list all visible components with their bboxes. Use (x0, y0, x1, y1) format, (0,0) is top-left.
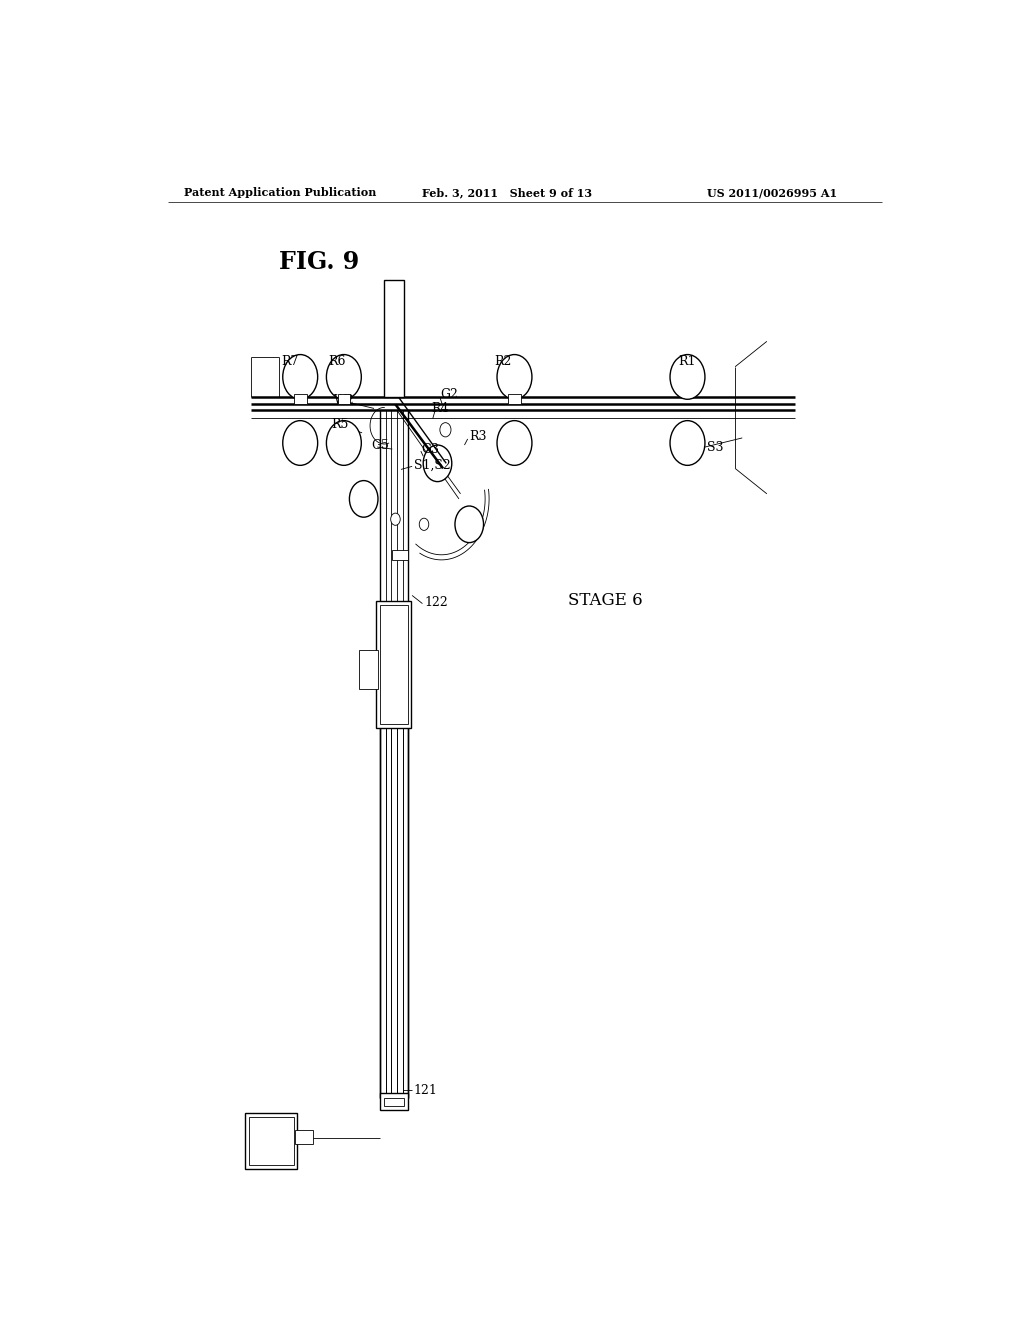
Circle shape (440, 422, 451, 437)
Circle shape (419, 519, 429, 531)
Bar (246, 1113, 297, 1168)
Text: R3: R3 (469, 430, 486, 444)
Circle shape (349, 480, 378, 517)
Bar (249, 1117, 294, 1164)
Text: 121: 121 (414, 1084, 437, 1097)
Bar (294, 395, 306, 404)
Text: STAGE 6: STAGE 6 (568, 593, 643, 609)
Bar (508, 395, 521, 404)
Text: R4: R4 (431, 401, 449, 414)
Text: S3: S3 (707, 441, 723, 454)
Text: S1,S2: S1,S2 (414, 459, 451, 471)
Text: W2: W2 (334, 393, 355, 407)
Text: 122: 122 (424, 597, 447, 609)
Text: FIG. 9: FIG. 9 (279, 249, 359, 275)
Circle shape (283, 421, 317, 466)
Text: G5: G5 (371, 438, 389, 451)
Text: R7: R7 (282, 355, 299, 368)
Bar (338, 395, 350, 404)
Bar (380, 1093, 409, 1110)
Text: G2: G2 (440, 388, 459, 401)
Text: X1: X1 (390, 360, 407, 374)
Text: R5: R5 (331, 418, 348, 432)
Bar (392, 549, 409, 560)
Bar (384, 280, 404, 397)
Text: G3: G3 (422, 442, 439, 455)
Circle shape (283, 355, 317, 399)
Text: Patent Application Publication: Patent Application Publication (183, 187, 376, 198)
Text: US 2011/0026995 A1: US 2011/0026995 A1 (708, 187, 838, 198)
Text: R6: R6 (328, 355, 345, 368)
Bar (296, 1130, 313, 1144)
Text: R1: R1 (678, 355, 695, 368)
Circle shape (423, 445, 452, 482)
Circle shape (455, 506, 483, 543)
Circle shape (391, 513, 400, 525)
Circle shape (670, 355, 705, 399)
Text: Feb. 3, 2011   Sheet 9 of 13: Feb. 3, 2011 Sheet 9 of 13 (422, 187, 592, 198)
Circle shape (497, 421, 531, 466)
Text: R2: R2 (495, 355, 512, 368)
Circle shape (670, 421, 705, 466)
Bar (359, 651, 378, 689)
Bar (384, 1097, 404, 1106)
Bar (377, 601, 412, 727)
Circle shape (327, 421, 361, 466)
Circle shape (497, 355, 531, 399)
Bar (380, 605, 409, 723)
Circle shape (327, 355, 361, 399)
